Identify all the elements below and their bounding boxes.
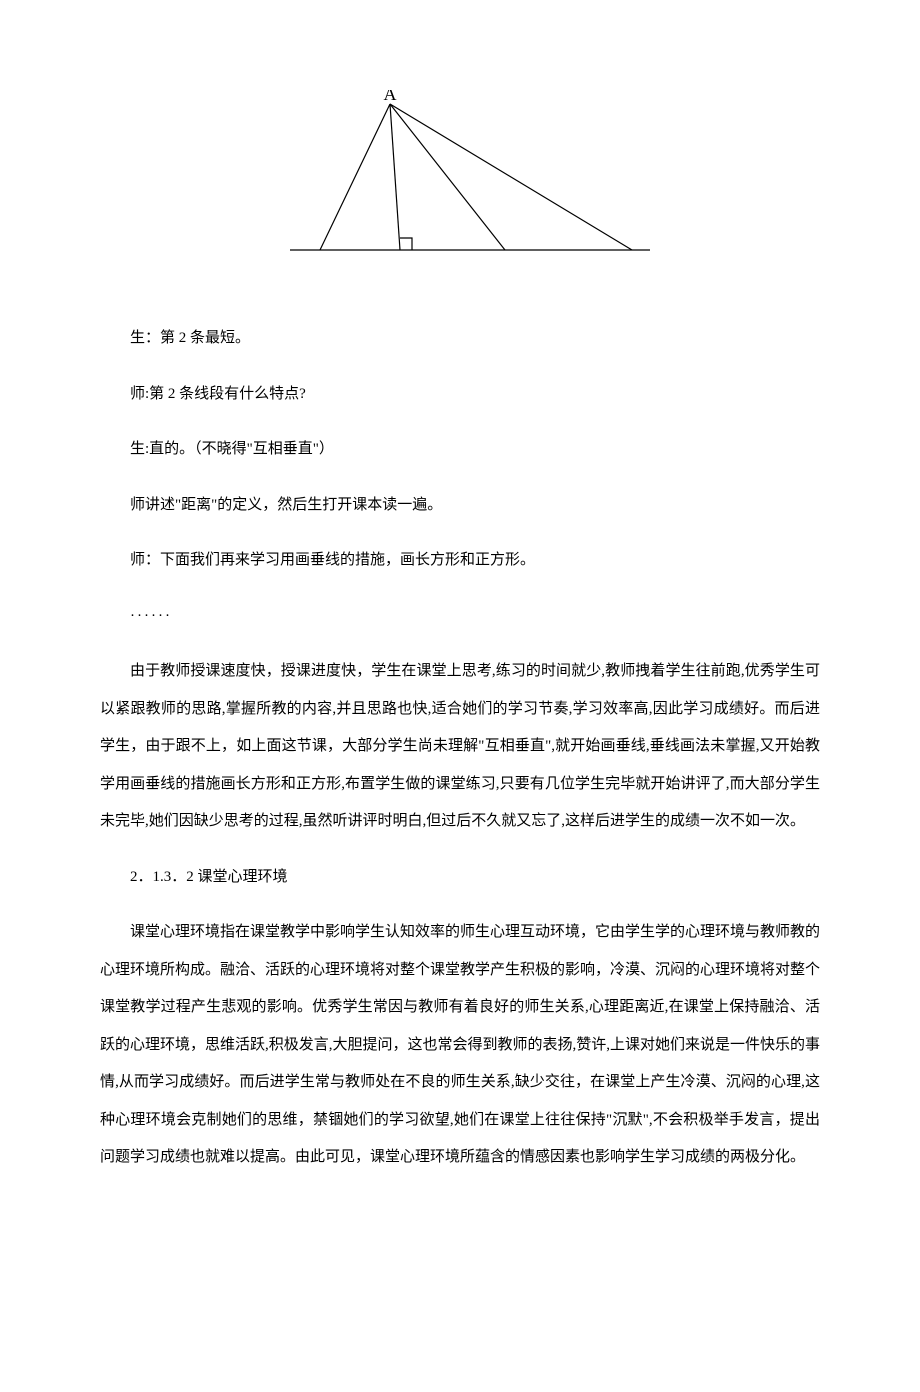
ellipsis-line: ······ (100, 598, 820, 636)
body-paragraph-1: 由于教师授课速度快，授课进度快，学生在课堂上思考,练习的时间就少,教师拽着学生往… (100, 653, 820, 841)
apex-label: A (384, 90, 397, 104)
segment-4 (390, 104, 632, 250)
segment-2-perpendicular (390, 104, 400, 250)
dialogue-line-5: 师：下面我们再来学习用画垂线的措施，画长方形和正方形。 (100, 542, 820, 580)
dialogue-line-4: 师讲述"距离"的定义，然后生打开课本读一遍。 (100, 487, 820, 525)
section-heading-2132: 2．1.3．2 课堂心理环境 (100, 859, 820, 897)
perpendicular-diagram-svg: A (260, 90, 660, 270)
segment-1 (320, 104, 390, 250)
segment-3 (390, 104, 505, 250)
dialogue-line-2: 师:第 2 条线段有什么特点? (100, 376, 820, 414)
dialogue-line-3: 生:直的。（不晓得"互相垂直"） (100, 431, 820, 469)
geometry-diagram: A (100, 90, 820, 270)
right-angle-mark (400, 238, 412, 250)
body-paragraph-2: 课堂心理环境指在课堂教学中影响学生认知效率的师生心理互动环境，它由学生学的心理环… (100, 914, 820, 1177)
dialogue-line-1: 生：第 2 条最短。 (100, 320, 820, 358)
